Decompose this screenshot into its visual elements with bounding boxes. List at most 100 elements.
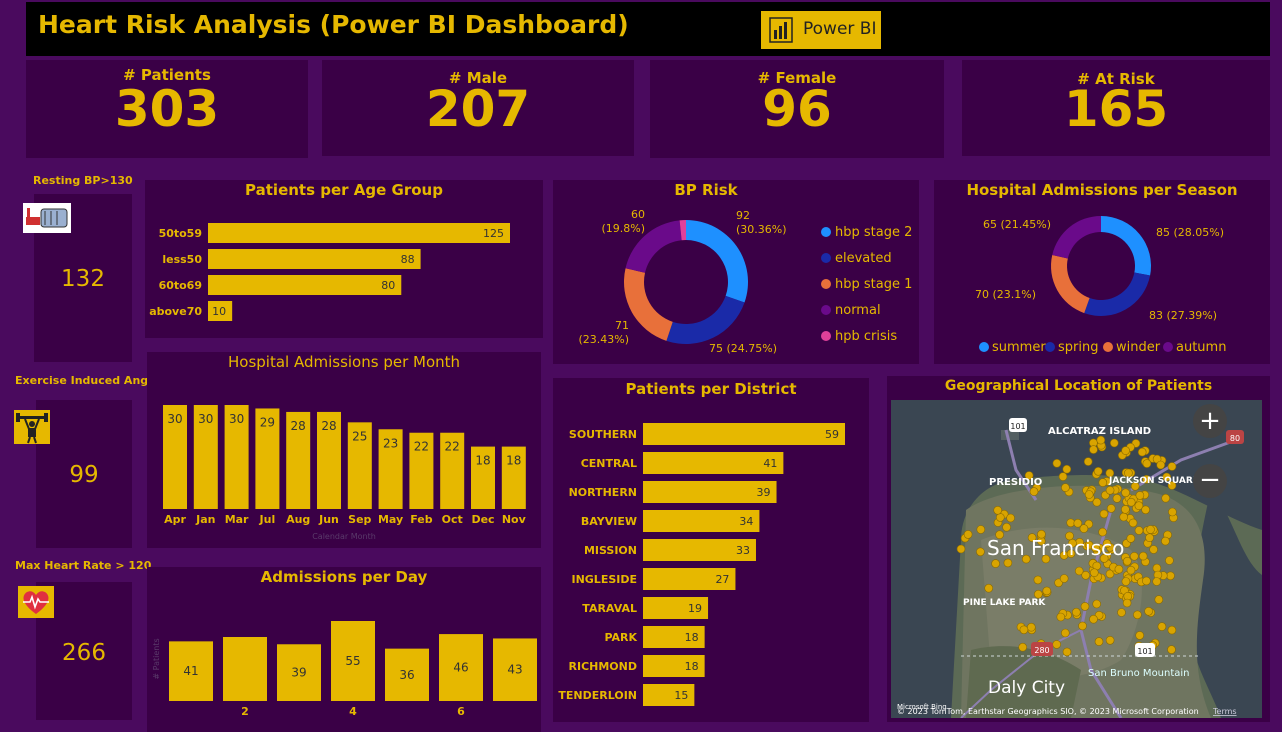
bar-month[interactable] [378,429,403,509]
map-patient-marker[interactable] [1124,468,1133,478]
map-patient-marker[interactable] [1168,507,1177,517]
map-patient-marker[interactable] [1019,625,1029,635]
bar-day[interactable] [169,641,213,701]
map-patient-marker[interactable] [1006,513,1015,523]
map-patient-marker[interactable] [1114,564,1124,574]
map-patient-marker[interactable] [1135,491,1145,500]
map-patient-marker[interactable] [1105,468,1115,478]
map-patient-marker[interactable] [1093,467,1103,476]
bar-month[interactable] [471,446,495,509]
map-patient-marker[interactable] [1165,556,1174,565]
bar-district[interactable] [643,510,760,532]
map-patient-marker[interactable] [1157,622,1167,631]
slice-hbp-stage-2[interactable] [686,220,748,303]
slice-spring[interactable] [1084,272,1151,316]
map-patient-marker[interactable] [1142,459,1152,468]
map-patient-marker[interactable] [1161,536,1170,546]
map-patient-marker[interactable] [1089,614,1098,624]
zoom-in-button[interactable]: + [1193,404,1227,438]
map-patient-marker[interactable] [956,544,966,554]
map-patient-marker[interactable] [1162,472,1172,482]
map-patient-marker[interactable] [1061,628,1070,638]
map-patient-marker[interactable] [1110,438,1119,448]
bar-month[interactable] [409,432,434,509]
map-patient-marker[interactable] [1161,493,1171,503]
map-patient-marker[interactable] [1117,608,1126,617]
slice-autumn[interactable] [1052,216,1101,259]
map-patient-marker[interactable] [1080,602,1090,611]
map-patient-marker[interactable] [1138,551,1148,561]
map-patient-marker[interactable] [1134,501,1144,510]
map-patient-marker[interactable] [1052,458,1062,468]
map-patient-marker[interactable] [1034,589,1043,599]
map-patient-marker[interactable] [1167,462,1177,471]
map-patient-marker[interactable] [1167,645,1176,654]
map-patient-marker[interactable] [1099,509,1109,519]
map-patient-marker[interactable] [1152,577,1162,586]
map-patient-marker[interactable] [1081,571,1090,580]
map-patient-marker[interactable] [1099,554,1109,563]
map-patient-marker[interactable] [1145,533,1154,542]
map-patient-marker[interactable] [1078,621,1087,631]
map-patient-marker[interactable] [1033,575,1043,585]
map-patient-marker[interactable] [1094,637,1104,646]
bar-month[interactable] [440,432,465,509]
map-patient-marker[interactable] [1092,599,1101,609]
legend-label[interactable]: elevated [835,251,892,266]
map-patient-marker[interactable] [995,530,1004,539]
map-patient-marker[interactable] [1146,525,1155,534]
map-patient-marker[interactable] [963,530,973,539]
bar-month[interactable] [501,446,526,509]
map-patient-marker[interactable] [1042,586,1052,596]
map-patient-marker[interactable] [1089,445,1098,454]
map-patient-marker[interactable] [1154,595,1164,604]
map-view[interactable]: 101 80 280 101 ALCATRAZ ISLAND PRESIDIO … [891,400,1262,718]
slice-summer[interactable] [1101,216,1151,276]
bar-month[interactable] [347,422,372,509]
bar-district[interactable] [643,626,705,648]
map-patient-marker[interactable] [1098,478,1108,487]
map-patient-marker[interactable] [1141,505,1150,515]
map-patient-marker[interactable] [1098,527,1107,537]
slice-hpb-crisis[interactable] [679,220,686,241]
map-patient-marker[interactable] [1142,475,1151,484]
map-patient-marker[interactable] [1119,512,1128,522]
bar-age_group[interactable] [208,223,510,243]
map-patient-marker[interactable] [1130,552,1139,561]
map-patient-marker[interactable] [1142,576,1151,586]
legend-label[interactable]: winder [1116,340,1161,355]
map-terms-link[interactable]: Terms [1212,707,1237,716]
legend-label[interactable]: hbp stage 1 [835,277,912,292]
bar-age_group[interactable] [208,301,233,321]
map-patient-marker[interactable] [1134,526,1144,535]
map-patient-marker[interactable] [1072,607,1081,617]
map-patient-marker[interactable] [996,513,1005,522]
map-patient-marker[interactable] [1062,647,1072,657]
bar-month[interactable] [224,405,249,509]
legend-label[interactable]: hbp stage 2 [835,225,912,240]
map-patient-marker[interactable] [1121,488,1130,498]
map-patient-marker[interactable] [1126,534,1136,543]
bar-district[interactable] [643,481,777,503]
map-patient-marker[interactable] [1037,529,1046,539]
bar-district[interactable] [643,452,784,474]
map-patient-marker[interactable] [1027,533,1037,542]
map-patient-marker[interactable] [1079,524,1089,533]
map-patient-marker[interactable] [1090,568,1099,577]
map-patient-marker[interactable] [1066,518,1075,528]
map-patient-marker[interactable] [1029,487,1039,496]
zoom-out-button[interactable]: − [1193,464,1227,498]
map-patient-marker[interactable] [1102,539,1112,548]
map-patient-marker[interactable] [1121,505,1130,514]
map-patient-marker[interactable] [1121,577,1131,586]
bar-district[interactable] [643,423,845,445]
map-patient-marker[interactable] [1096,435,1106,445]
bar-day[interactable] [277,644,321,701]
bar-month[interactable] [255,408,280,509]
bar-day[interactable] [493,638,537,701]
map-patient-marker[interactable] [976,525,986,534]
bar-day[interactable] [223,637,267,701]
legend-label[interactable]: autumn [1176,340,1226,355]
map-patient-marker[interactable] [1024,471,1034,480]
bar-district[interactable] [643,568,736,590]
